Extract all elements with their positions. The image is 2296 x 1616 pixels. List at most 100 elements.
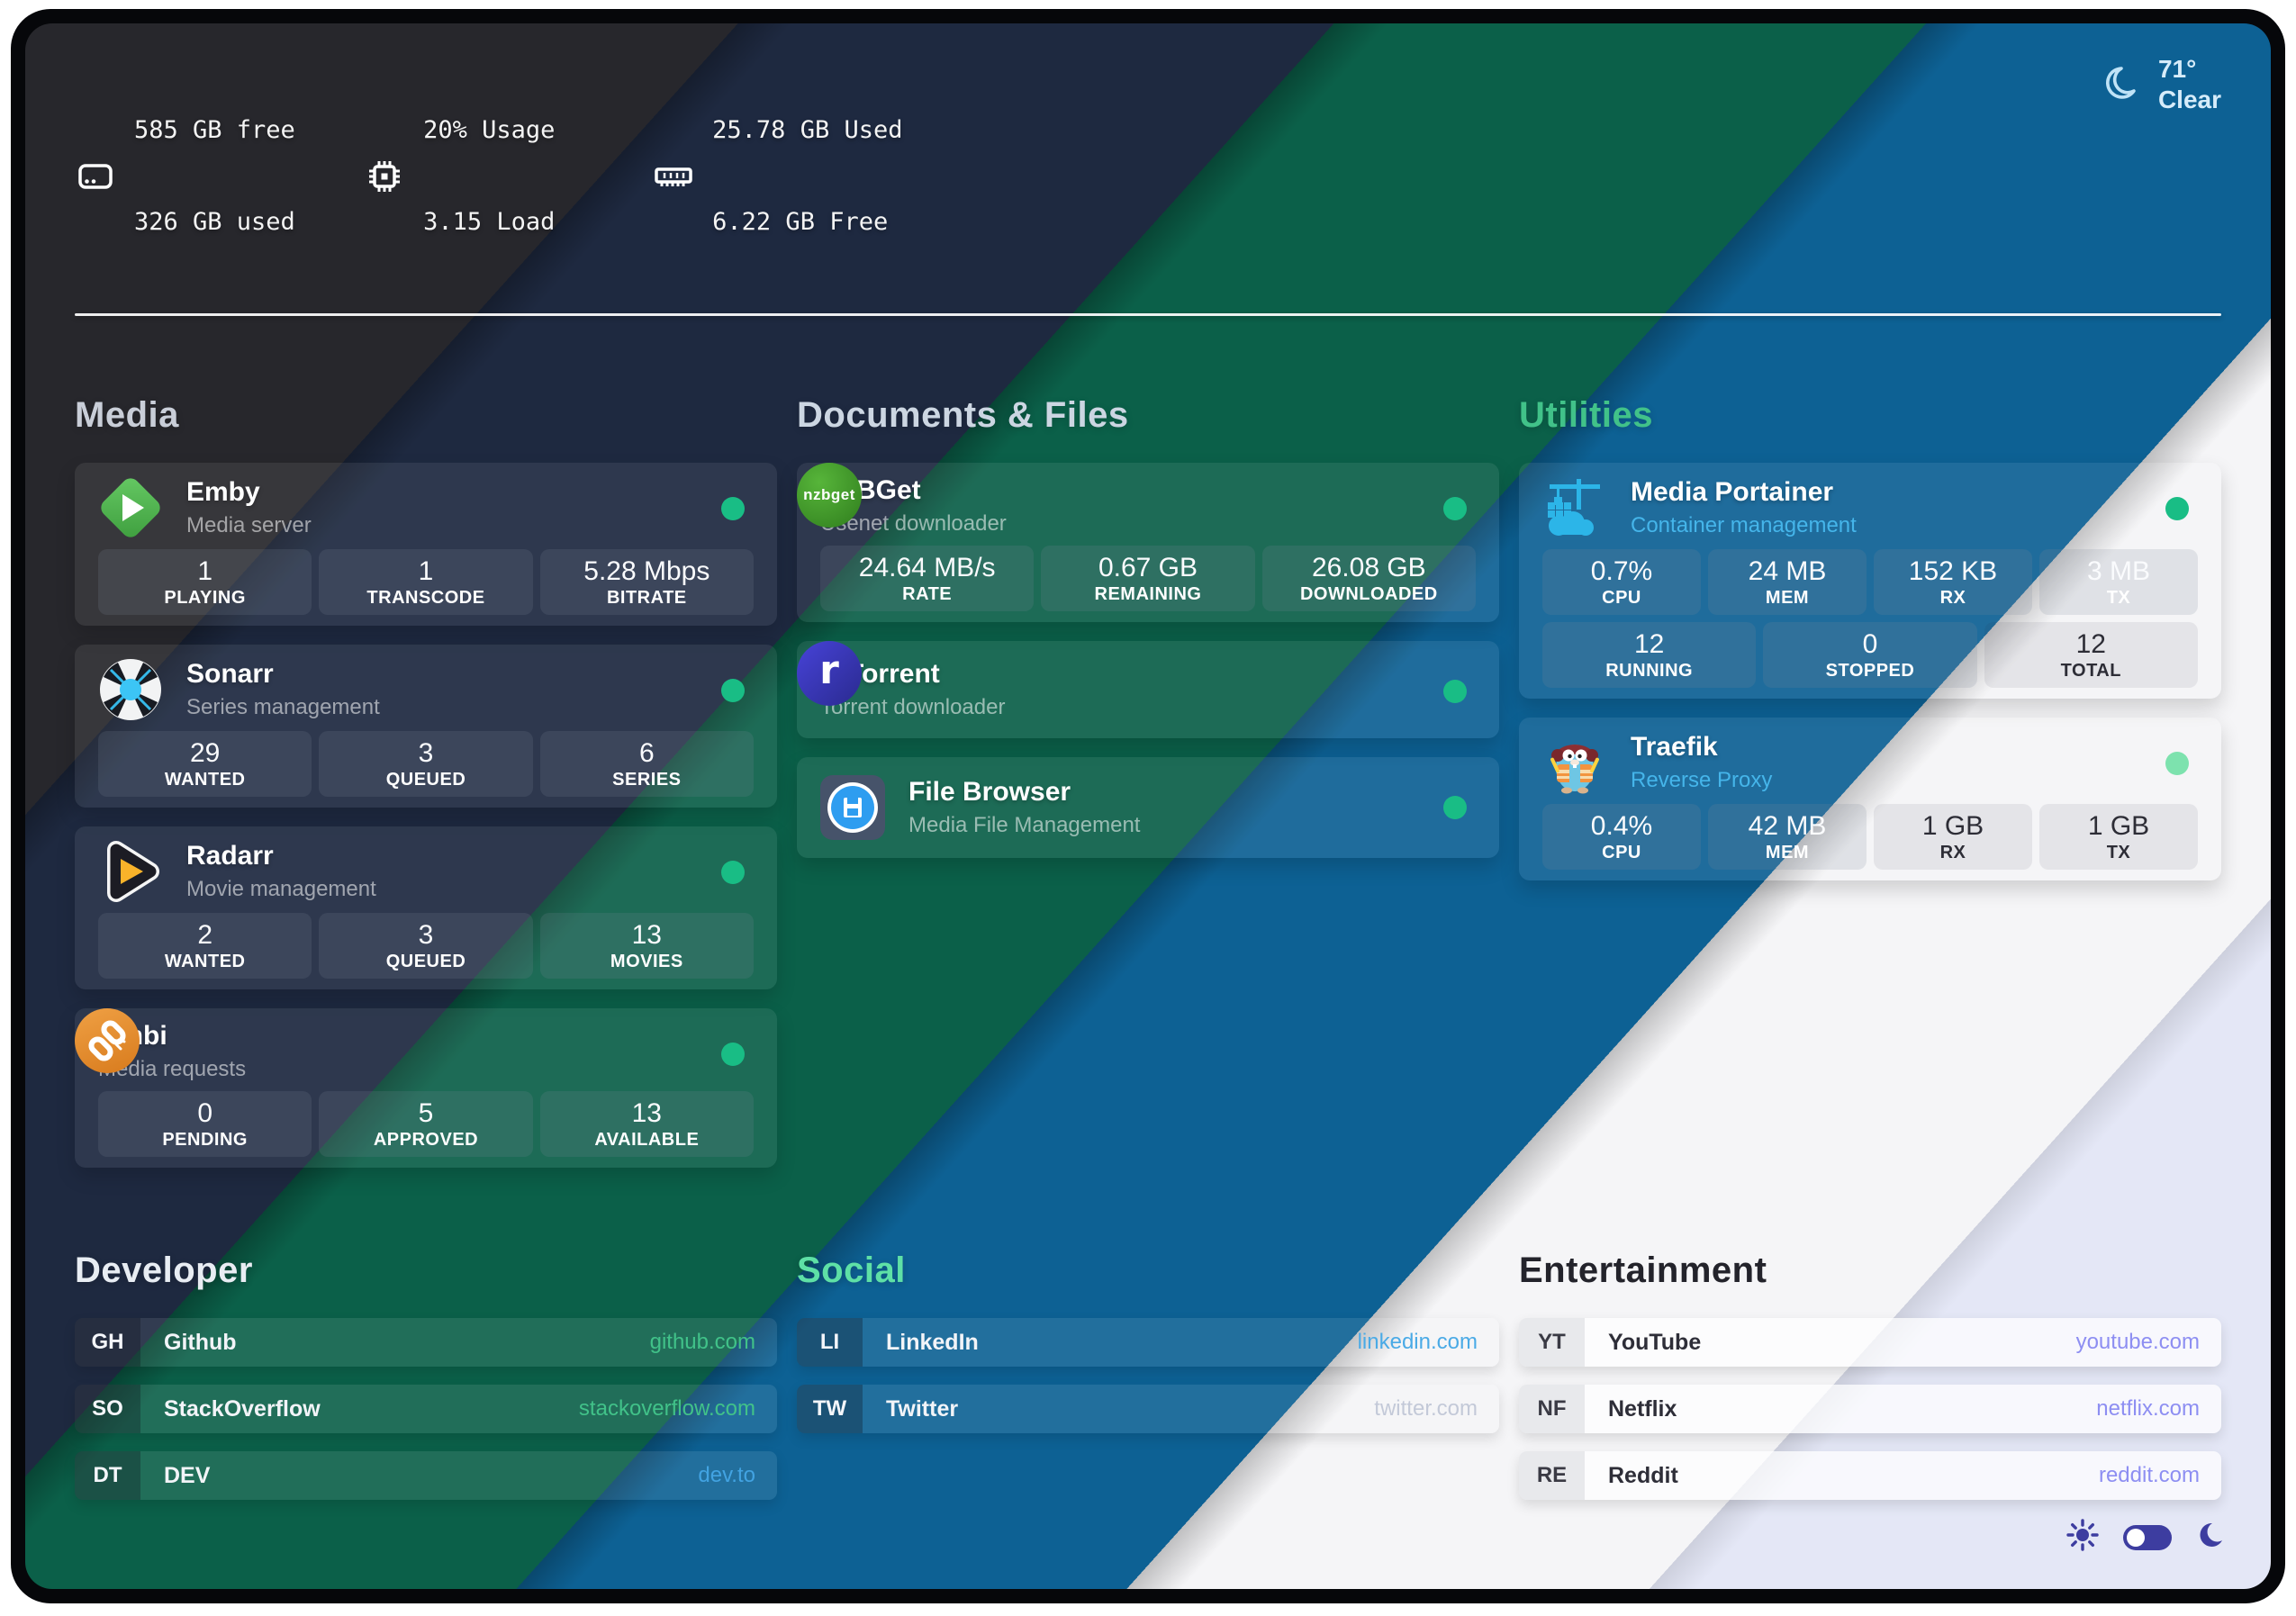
bookmark-netflix[interactable]: NF Netflix netflix.com (1519, 1385, 2221, 1433)
emby-icon (97, 474, 164, 541)
status-dot (1443, 680, 1467, 703)
topbar-divider (75, 313, 2221, 316)
bookmark-name: Reddit (1608, 1462, 1678, 1488)
bookmark-tag: TW (797, 1385, 863, 1433)
stat-tx: 1 GB TX (2039, 804, 2198, 870)
app-subtitle: Reverse Proxy (1631, 768, 1773, 792)
stat-wanted: 29 WANTED (98, 731, 312, 797)
app-title: Emby (186, 477, 260, 507)
stat-cpu: 0.4% CPU (1542, 804, 1701, 870)
section-title-social: Social (797, 1250, 906, 1290)
stat-remaining: 0.67 GB REMAINING (1041, 546, 1255, 611)
hard-drive-icon (75, 156, 116, 197)
bookmark-reddit[interactable]: RE Reddit reddit.com (1519, 1451, 2221, 1500)
app-card-radarr[interactable]: Radarr Movie management 2 WANTED 3 QUEUED … (75, 826, 777, 989)
app-card-emby[interactable]: Emby Media server 1 PLAYING 1 TRANSCODE 5.… (75, 463, 777, 626)
stat-cpu: 0.7% CPU (1542, 549, 1701, 615)
bookmark-twitter[interactable]: TW Twitter twitter.com (797, 1385, 1499, 1433)
ram-icon (653, 156, 694, 197)
bookmark-url: dev.to (698, 1463, 755, 1487)
status-dot (1443, 497, 1467, 520)
bookmark-url: github.com (649, 1330, 755, 1354)
stat-approved: 5 APPROVED (319, 1091, 533, 1157)
bookmark-tag: YT (1519, 1318, 1585, 1367)
cpu-usage: 20% Usage (423, 116, 556, 144)
status-dot (1443, 796, 1467, 819)
app-card-nzbget[interactable]: nzbget NZBGet Usenet downloader 24.64 MB… (797, 463, 1499, 622)
section-social: Social LI LinkedIn linkedin.com TW Twitt… (797, 1250, 1499, 1433)
bookmark-name: Twitter (886, 1395, 959, 1422)
app-card-sonarr[interactable]: Sonarr Series management 29 WANTED 3 QUEUE… (75, 645, 777, 808)
section-documents: Documents & Files nzbget NZBGet Usenet d… (797, 395, 1499, 858)
stat-movies: 13 MOVIES (539, 913, 754, 979)
bookmark-stackoverflow[interactable]: SO StackOverflow stackoverflow.com (75, 1385, 777, 1433)
bookmark-url: twitter.com (1374, 1396, 1478, 1421)
section-media: Media Emby Media server 1 PLAYING (75, 395, 777, 1168)
weather-widget: 71° Clear (2097, 54, 2221, 115)
disk-free: 585 GB free (134, 116, 295, 144)
weather-temp: 71° (2157, 55, 2197, 83)
app-subtitle: Media server (186, 513, 312, 537)
stat-series: 6 SERIES (539, 731, 754, 797)
bookmark-github[interactable]: GH Github github.com (75, 1318, 777, 1367)
app-card-portainer[interactable]: Media Portainer Container management 0.7… (1519, 463, 2221, 699)
app-card-rutorrent[interactable]: r ruTorrent Torrent downloader (797, 641, 1499, 738)
stat-rx: 152 KB RX (1874, 549, 2032, 615)
toggle-knob (2127, 1528, 2145, 1547)
section-title-entertainment: Entertainment (1519, 1250, 1767, 1290)
disk-stats: 585 GB free 326 GB used (75, 54, 310, 299)
app-card-filebrowser[interactable]: File Browser Media File Management (797, 757, 1499, 858)
rutorrent-icon: r (797, 641, 862, 706)
ombi-icon (75, 1008, 140, 1073)
app-title: Traefik (1631, 732, 1718, 762)
bookmark-url: youtube.com (2075, 1330, 2200, 1354)
bookmark-url: reddit.com (2098, 1463, 2200, 1487)
bookmark-name: YouTube (1608, 1329, 1702, 1355)
weather-condition: Clear (2157, 86, 2221, 113)
stat-available: 13 AVAILABLE (539, 1091, 754, 1157)
portainer-icon (1542, 475, 1607, 540)
app-subtitle: Container management (1631, 513, 1857, 537)
screenshot-frame: 585 GB free 326 GB used 20% Usage 3.15 L… (11, 9, 2285, 1603)
theme-toggle-switch[interactable] (2123, 1524, 2172, 1550)
status-dot (721, 861, 745, 884)
status-dot (2165, 752, 2189, 775)
top-status-bar: 585 GB free 326 GB used 20% Usage 3.15 L… (25, 23, 2271, 299)
stat-bitrate: 5.28 Mbps BITRATE (539, 549, 754, 615)
system-stats: 585 GB free 326 GB used 20% Usage 3.15 L… (75, 54, 902, 299)
bookmark-name: Github (164, 1329, 237, 1355)
stat-running: 12 RUNNING (1542, 622, 1757, 688)
moon-icon[interactable] (2195, 1519, 2228, 1556)
bookmark-tag: GH (75, 1318, 140, 1367)
bookmark-youtube[interactable]: YT YouTube youtube.com (1519, 1318, 2221, 1367)
app-title: Sonarr (186, 659, 274, 689)
bookmark-tag: RE (1519, 1451, 1585, 1500)
app-subtitle: Torrent downloader (820, 695, 1006, 719)
cpu-load: 3.15 Load (423, 208, 556, 236)
bookmark-dev[interactable]: DT DEV dev.to (75, 1451, 777, 1500)
section-title-utilities: Utilities (1519, 395, 1653, 435)
app-card-traefik[interactable]: Traefik Reverse Proxy 0.4% CPU 42 MB MEM 1… (1519, 718, 2221, 880)
bookmark-url: netflix.com (2096, 1396, 2200, 1421)
stat-playing: 1 PLAYING (98, 549, 312, 615)
section-utilities: Utilities Media Portainer Container mana… (1519, 395, 2221, 880)
dashboard-screen: 585 GB free 326 GB used 20% Usage 3.15 L… (25, 23, 2271, 1589)
bookmark-linkedin[interactable]: LI LinkedIn linkedin.com (797, 1318, 1499, 1367)
app-title: File Browser (908, 777, 1071, 807)
status-dot (721, 497, 745, 520)
bookmark-tag: NF (1519, 1385, 1585, 1433)
bookmark-name: StackOverflow (164, 1395, 321, 1422)
stat-mem: 24 MB MEM (1708, 549, 1867, 615)
nzbget-icon: nzbget (797, 463, 862, 528)
app-subtitle: Media File Management (908, 813, 1141, 837)
app-subtitle: Movie management (186, 877, 376, 901)
stat-mem: 42 MB MEM (1708, 804, 1867, 870)
section-developer: Developer GH Github github.com SO StackO… (75, 1250, 777, 1500)
sun-icon[interactable] (2065, 1518, 2100, 1557)
stat-total: 12 TOTAL (1984, 622, 2198, 688)
section-title-developer: Developer (75, 1250, 253, 1290)
stat-queued: 3 QUEUED (319, 913, 533, 979)
cpu-stats: 20% Usage 3.15 Load (364, 54, 599, 299)
stat-queued: 3 QUEUED (319, 731, 533, 797)
